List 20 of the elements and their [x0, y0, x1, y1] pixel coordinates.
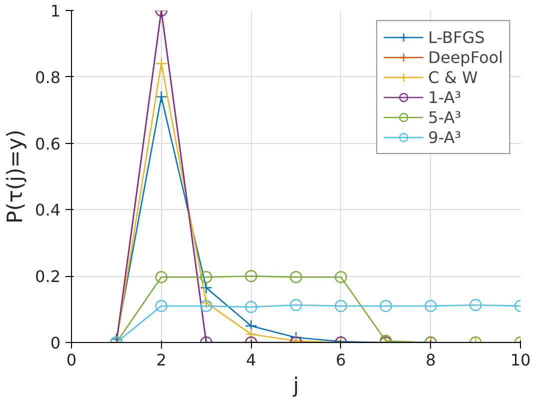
- legend-label: 1-A³: [428, 88, 462, 106]
- y-tick-label: 0: [50, 334, 61, 352]
- x-axis-title: j: [292, 374, 299, 398]
- x-tick-label: 6: [336, 350, 346, 370]
- y-tick-label: 1: [50, 2, 61, 20]
- y-tick-label: 0.8: [35, 68, 61, 87]
- legend-label: C & W: [428, 68, 478, 86]
- legend-label: L-BFGS: [428, 28, 485, 46]
- x-tick-label: 4: [246, 350, 256, 370]
- legend-label: DeepFool: [428, 48, 503, 66]
- y-tick-label: 0.6: [35, 134, 61, 154]
- x-tick-label: 0: [66, 350, 77, 370]
- x-tick-label: 10: [510, 350, 531, 370]
- legend-label: 5-A³: [428, 108, 462, 126]
- x-tick-label: 2: [156, 350, 166, 370]
- x-tick-label: 8: [426, 350, 436, 370]
- y-tick-label: 0.2: [35, 267, 61, 286]
- legend-label: 9-A³: [428, 128, 462, 146]
- y-tick-label: 0.4: [35, 200, 61, 220]
- y-axis-title: P(τ(j)=y): [3, 130, 28, 224]
